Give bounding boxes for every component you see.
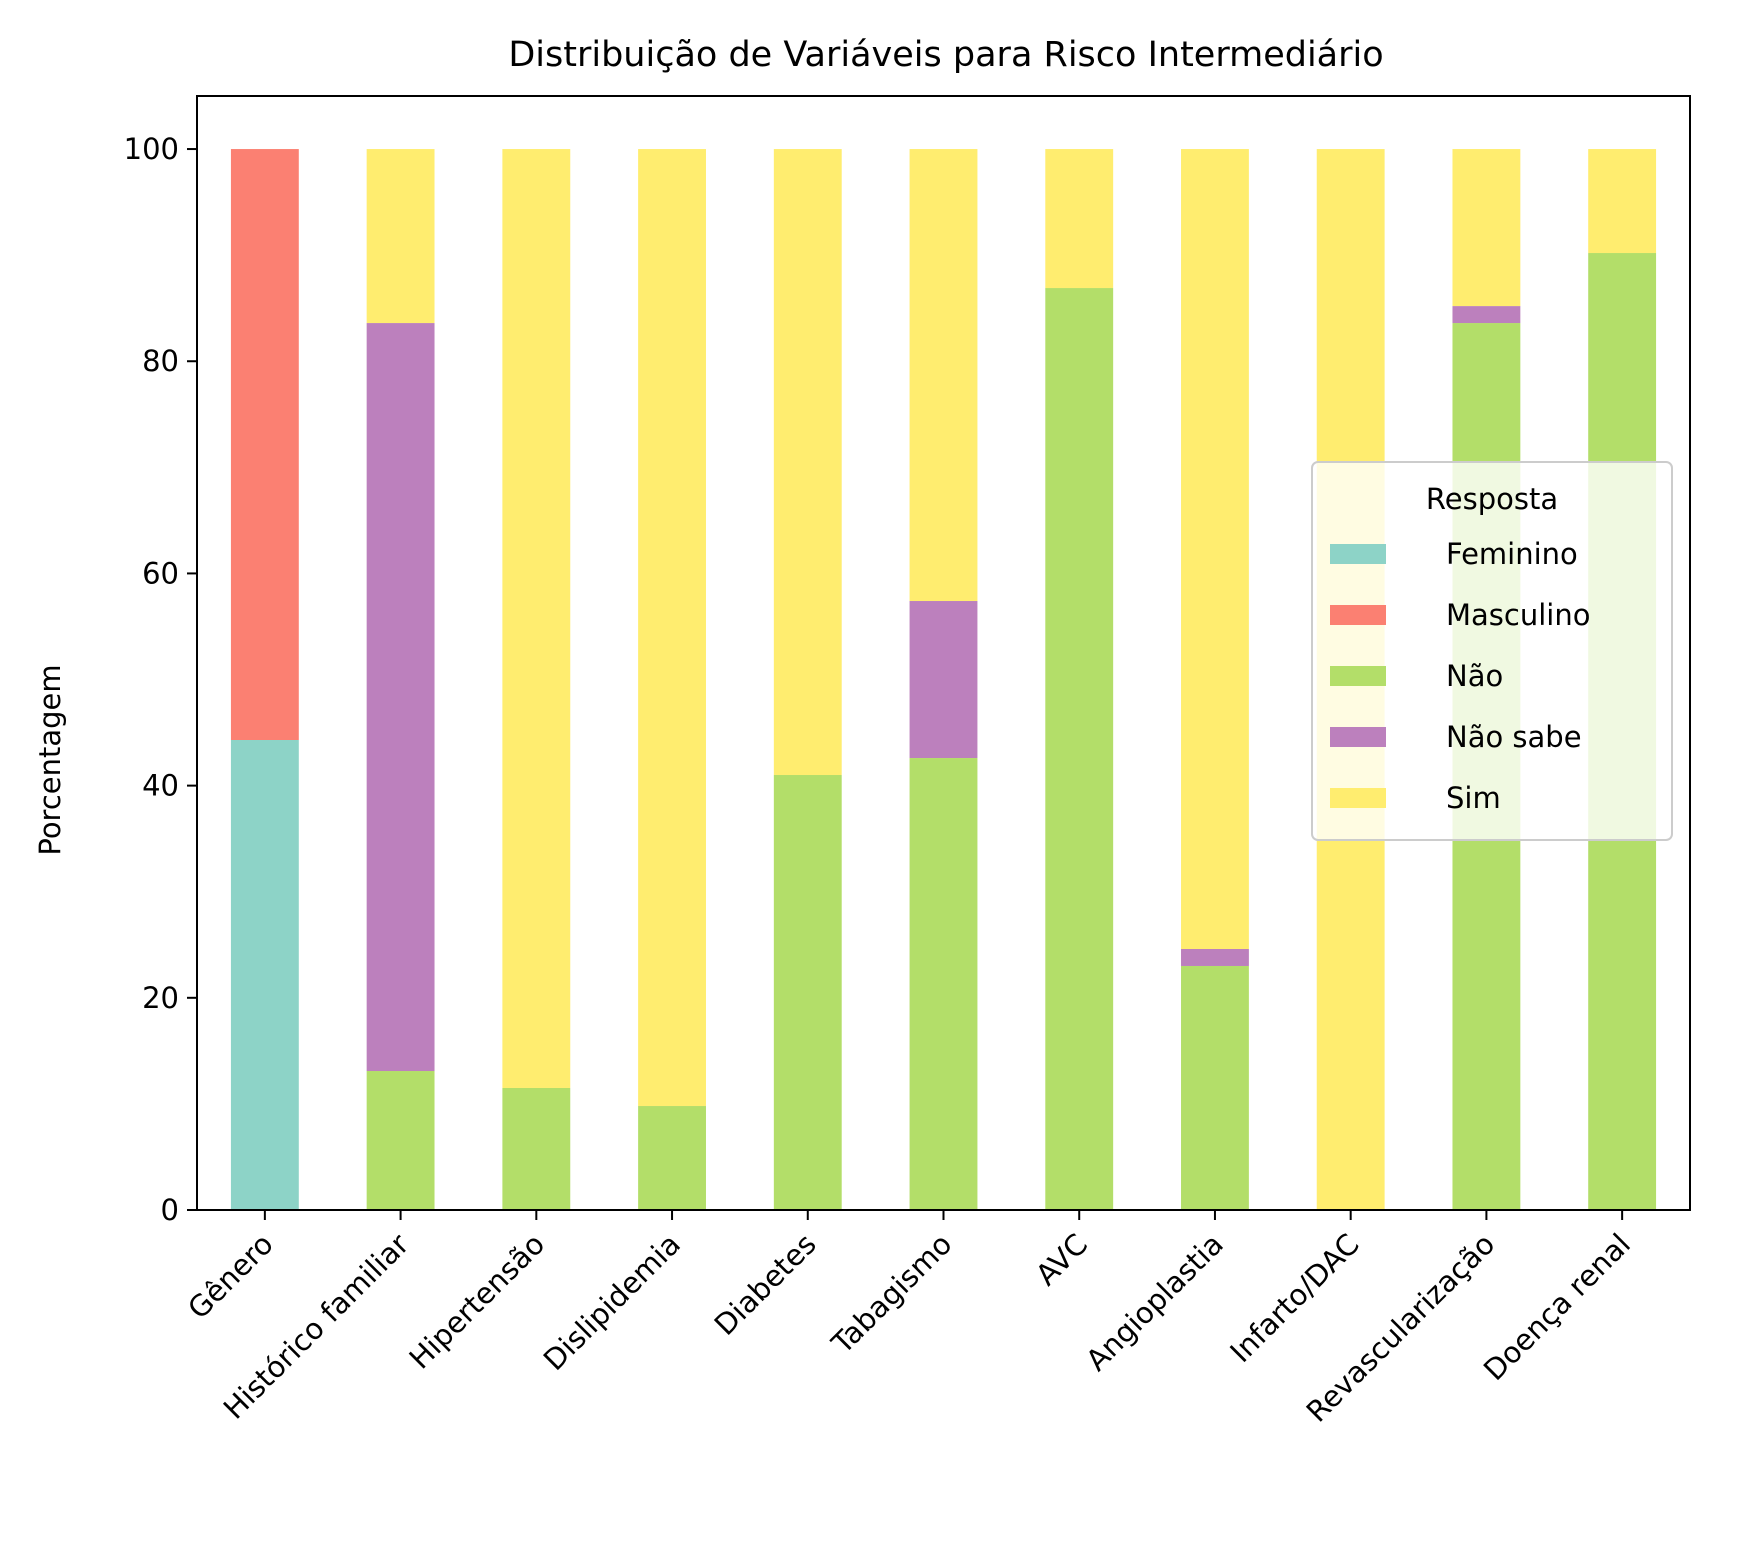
legend-label-2: Não (1446, 659, 1503, 693)
chart-title: Distribuição de Variáveis para Risco Int… (508, 35, 1383, 75)
bar-segment-6-4 (1045, 149, 1114, 289)
legend-swatch-4 (1330, 788, 1386, 808)
bar-segment-1-3 (366, 323, 435, 1072)
bar-segment-1-4 (366, 149, 435, 324)
bar-segment-1-2 (366, 1071, 435, 1210)
x-tick-label-4: Diabetes (708, 1227, 823, 1342)
bar-segment-3-2 (638, 1106, 706, 1210)
legend-swatch-0 (1330, 544, 1386, 564)
bar-segment-9-3 (1452, 306, 1521, 324)
bar-segment-5-4 (909, 149, 978, 602)
bar-segment-7-3 (1181, 949, 1249, 966)
bar-segment-6-2 (1045, 288, 1114, 1211)
legend-box (1311, 461, 1673, 841)
legend-label-3: Não sabe (1446, 720, 1582, 754)
legend: Resposta Feminino Masculino Não Não sabe Sim (1311, 461, 1673, 841)
legend-label-1: Masculino (1446, 598, 1590, 632)
x-tick-label-0: Gênero (181, 1227, 280, 1326)
bar-segment-2-4 (502, 149, 571, 1088)
x-tick-label-7: Angioplastia (1079, 1227, 1230, 1378)
bar-segment-5-2 (909, 758, 978, 1210)
y-tick-label-2: 40 (142, 769, 179, 803)
x-tick-label-3: Dislipidemia (537, 1227, 687, 1377)
bar-segment-3-4 (638, 149, 706, 1107)
x-tick-label-2: Hipertensão (403, 1227, 552, 1376)
bar-segment-7-2 (1181, 965, 1249, 1210)
x-tick-label-6: AVC (1029, 1227, 1094, 1292)
bar-segment-4-2 (773, 775, 842, 1210)
x-tick-label-5: Tabagismo (824, 1227, 958, 1361)
bar-segment-0-0 (230, 739, 299, 1210)
bar-segment-9-4 (1452, 149, 1521, 307)
legend-swatch-2 (1330, 666, 1386, 686)
y-tick-label-4: 80 (142, 344, 179, 378)
legend-label-0: Feminino (1446, 537, 1578, 571)
x-tick-label-8: Infarto/DAC (1223, 1227, 1365, 1369)
legend-title: Resposta (1426, 482, 1558, 516)
y-tick-label-0: 0 (161, 1193, 179, 1227)
legend-swatch-1 (1330, 605, 1386, 625)
y-axis-label: Porcentagem (33, 664, 67, 855)
legend-label-4: Sim (1446, 781, 1501, 815)
bar-segment-10-4 (1588, 149, 1657, 254)
y-tick-label-3: 60 (142, 556, 179, 590)
bar-segment-4-4 (773, 149, 842, 776)
bar-segment-7-4 (1181, 149, 1249, 950)
bar-segment-5-3 (909, 601, 978, 759)
bar-segment-0-1 (230, 149, 299, 740)
bar-segment-2-2 (502, 1087, 571, 1210)
legend-swatch-3 (1330, 727, 1386, 747)
y-tick-label-1: 20 (142, 981, 179, 1015)
y-tick-label-5: 100 (124, 132, 179, 166)
